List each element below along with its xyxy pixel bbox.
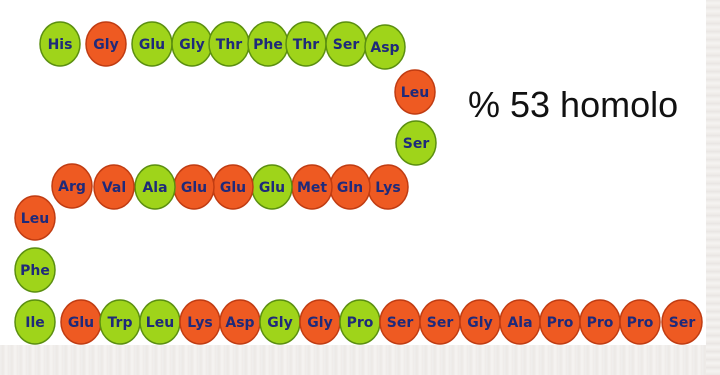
amino-acid-bead: Leu	[14, 195, 56, 241]
amino-acid-bead: Glu	[212, 164, 254, 210]
amino-acid-label: Glu	[259, 180, 285, 196]
amino-acid-label: Gly	[267, 315, 292, 331]
amino-acid-label: Ser	[427, 315, 454, 331]
amino-acid-bead: Thr	[285, 21, 327, 67]
amino-acid-bead: Arg	[51, 163, 93, 209]
amino-acid-bead: Ser	[325, 21, 367, 67]
amino-acid-bead: Glu	[131, 21, 173, 67]
amino-acid-bead-shape	[85, 21, 127, 67]
amino-acid-bead: Leu	[139, 299, 181, 345]
amino-acid-bead: Ser	[661, 299, 703, 345]
amino-acid-bead-shape	[395, 120, 437, 166]
amino-acid-bead: Pro	[339, 299, 381, 345]
amino-acid-bead: Met	[291, 164, 333, 210]
amino-acid-label: Phe	[253, 37, 283, 53]
amino-acid-bead: Gly	[299, 299, 341, 345]
amino-acid-label: Met	[297, 180, 327, 196]
amino-acid-bead-shape	[134, 164, 176, 210]
amino-acid-label: Lys	[375, 180, 400, 196]
amino-acid-label: Leu	[146, 315, 174, 331]
amino-acid-label: Thr	[293, 37, 320, 53]
amino-acid-label: Lys	[187, 315, 212, 331]
amino-acid-label: Glu	[220, 180, 246, 196]
amino-acid-bead-shape	[14, 299, 56, 345]
amino-acid-label: Pro	[627, 315, 654, 331]
amino-acid-label: Ile	[25, 315, 45, 331]
amino-acid-bead: Gly	[459, 299, 501, 345]
amino-acid-bead: Ile	[14, 299, 56, 345]
amino-acid-bead: Asp	[364, 24, 406, 70]
amino-acid-bead: Trp	[99, 299, 141, 345]
amino-acid-bead-shape	[39, 21, 81, 67]
amino-acid-bead: Phe	[247, 21, 289, 67]
amino-acid-bead: Pro	[619, 299, 661, 345]
amino-acid-label: Gly	[307, 315, 332, 331]
homology-label: % 53 homolo	[468, 84, 679, 125]
amino-acid-bead: Ser	[419, 299, 461, 345]
amino-acid-label: His	[48, 37, 73, 53]
amino-acid-bead: Glu	[173, 164, 215, 210]
amino-acid-bead: Thr	[208, 21, 250, 67]
amino-acid-label: Ser	[403, 136, 430, 152]
amino-acid-label: Pro	[587, 315, 614, 331]
amino-acid-label: Leu	[401, 85, 429, 101]
amino-acid-bead: Glu	[60, 299, 102, 345]
amino-acid-label: Asp	[225, 315, 254, 331]
amino-acid-bead: Gly	[85, 21, 127, 67]
amino-acid-label: Glu	[139, 37, 165, 53]
background-texture	[0, 345, 720, 375]
amino-acid-label: Asp	[370, 40, 399, 56]
amino-acid-bead: Gly	[259, 299, 301, 345]
amino-acid-bead-shape	[14, 195, 56, 241]
amino-acid-label: Gly	[467, 315, 492, 331]
amino-acid-bead-shape	[51, 163, 93, 209]
amino-acid-label: Gly	[179, 37, 204, 53]
amino-acid-label: Ser	[669, 315, 696, 331]
amino-acid-label: Ala	[507, 315, 532, 331]
amino-acid-bead-shape	[14, 247, 56, 293]
amino-acid-label: Glu	[68, 315, 94, 331]
amino-acid-label: Glu	[181, 180, 207, 196]
amino-acid-label: Arg	[58, 179, 86, 195]
peptide-chain: His Gly Glu Gly Thr Phe Thr Ser Asp Leu Ser Lys Gln M…	[14, 21, 703, 345]
amino-acid-label: Pro	[347, 315, 374, 331]
amino-acid-bead-shape	[619, 299, 661, 345]
amino-acid-label: Ser	[333, 37, 360, 53]
amino-acid-bead: Leu	[394, 69, 436, 115]
amino-acid-bead: Gly	[171, 21, 213, 67]
background-texture-side	[706, 0, 720, 375]
amino-acid-label: Pro	[547, 315, 574, 331]
amino-acid-bead: Ser	[395, 120, 437, 166]
amino-acid-bead: Ala	[134, 164, 176, 210]
amino-acid-bead-shape	[364, 24, 406, 70]
amino-acid-bead: Ala	[499, 299, 541, 345]
amino-acid-label: Val	[102, 180, 126, 196]
amino-acid-label: Leu	[21, 211, 49, 227]
amino-acid-label: Thr	[216, 37, 243, 53]
amino-acid-bead: Phe	[14, 247, 56, 293]
amino-acid-bead: Val	[93, 164, 135, 210]
amino-acid-label: Gly	[93, 37, 118, 53]
amino-acid-bead: Gln	[329, 164, 371, 210]
amino-acid-bead: Pro	[579, 299, 621, 345]
amino-acid-label: Trp	[108, 315, 133, 331]
amino-acid-bead: Lys	[179, 299, 221, 345]
amino-acid-bead: Asp	[219, 299, 261, 345]
amino-acid-bead: Lys	[367, 164, 409, 210]
amino-acid-bead-shape	[93, 164, 135, 210]
amino-acid-bead-shape	[394, 69, 436, 115]
amino-acid-bead: Ser	[379, 299, 421, 345]
amino-acid-bead-shape	[661, 299, 703, 345]
amino-acid-bead: Pro	[539, 299, 581, 345]
amino-acid-label: Ser	[387, 315, 414, 331]
homology-label-clip: % 53 homolo	[468, 80, 706, 130]
amino-acid-label: Ala	[142, 180, 167, 196]
amino-acid-label: Phe	[20, 263, 50, 279]
amino-acid-bead: Glu	[251, 164, 293, 210]
amino-acid-bead: His	[39, 21, 81, 67]
amino-acid-label: Gln	[337, 180, 363, 196]
